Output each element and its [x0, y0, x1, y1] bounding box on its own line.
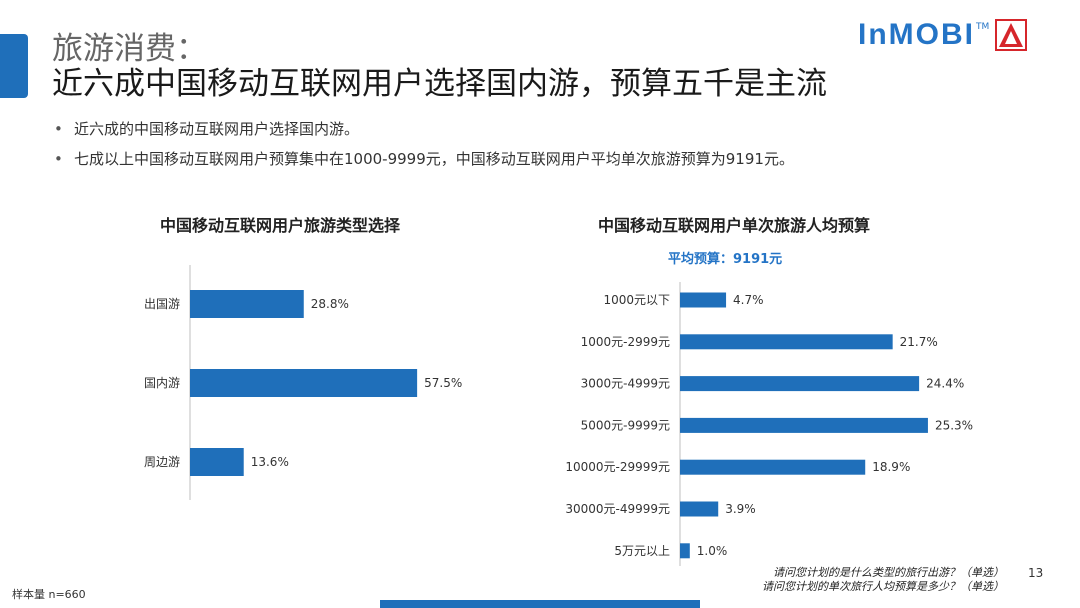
bar: [190, 290, 304, 318]
survey-question: 请问您计划的单次旅行人均预算是多少？（单选）: [762, 580, 1004, 593]
category-label: 30000元-49999元: [565, 502, 670, 516]
sample-size-note: 样本量 n=660: [12, 588, 86, 601]
logo-trademark: TM: [976, 22, 990, 32]
category-label: 1000元-2999元: [581, 335, 670, 349]
bar: [680, 376, 920, 392]
data-label: 3.9%: [725, 502, 756, 516]
data-label: 24.4%: [926, 377, 964, 391]
chart-title-budget: 中国移动互联网用户单次旅游人均预算: [598, 216, 871, 235]
bar: [680, 459, 866, 475]
data-label: 4.7%: [733, 293, 764, 307]
logo-mark-icon: [995, 19, 1028, 51]
chart-title-travel-type: 中国移动互联网用户旅游类型选择: [160, 216, 401, 235]
data-label: 21.7%: [900, 335, 938, 349]
data-label: 18.9%: [872, 460, 910, 474]
survey-question: 请问您计划的是什么类型的旅行出游？（单选）: [773, 566, 1004, 579]
category-label: 3000元-4999元: [581, 377, 670, 391]
bar: [680, 292, 727, 308]
bar: [680, 417, 928, 433]
average-budget-note: 平均预算：9191元: [668, 252, 783, 267]
data-label: 25.3%: [935, 418, 973, 432]
category-label: 周边游: [144, 455, 180, 469]
title-accent-bar: [0, 34, 28, 98]
bullet-list: 近六成的中国移动互联网用户选择国内游。 七成以上中国移动互联网用户预算集中在10…: [52, 116, 794, 176]
inmobi-logo: InMOBI TM: [858, 18, 1028, 52]
bar: [680, 543, 690, 559]
page-title-topic: 旅游消费：: [52, 31, 207, 67]
category-label: 1000元以下: [603, 293, 670, 307]
category-label: 国内游: [144, 376, 180, 390]
bar: [190, 448, 244, 476]
data-label: 57.5%: [424, 376, 462, 390]
page-number: 13: [1028, 566, 1044, 580]
bar: [680, 501, 719, 517]
data-label: 28.8%: [311, 297, 349, 311]
category-label: 5000元-9999元: [581, 418, 670, 432]
logo-text: InMOBI: [858, 18, 975, 51]
category-label: 5万元以上: [614, 544, 670, 558]
category-label: 10000元-29999元: [565, 460, 670, 474]
bottom-accent-bar: [380, 600, 700, 608]
data-label: 1.0%: [697, 544, 728, 558]
page-title: 近六成中国移动互联网用户选择国内游，预算五千是主流: [52, 66, 827, 102]
category-label: 出国游: [144, 297, 180, 311]
survey-questions: 请问您计划的是什么类型的旅行出游？（单选） 请问您计划的单次旅行人均预算是多少？…: [762, 566, 1004, 594]
bullet-item: 近六成的中国移动互联网用户选择国内游。: [52, 116, 794, 146]
bar: [190, 369, 418, 397]
data-label: 13.6%: [251, 455, 289, 469]
bullet-item: 七成以上中国移动互联网用户预算集中在1000-9999元，中国移动互联网用户平均…: [52, 146, 794, 176]
bar: [680, 334, 893, 350]
